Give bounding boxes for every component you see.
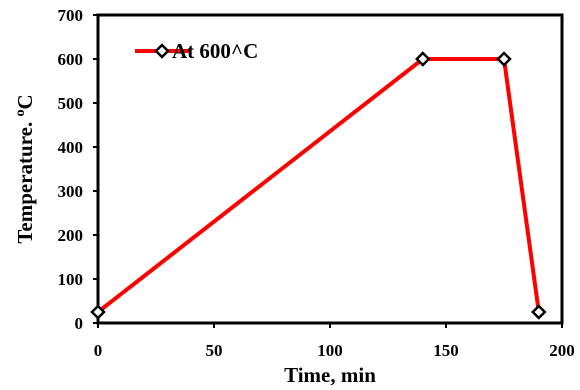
legend-label: At 600^C bbox=[172, 39, 258, 63]
y-tick-label: 0 bbox=[75, 314, 84, 333]
x-tick-label: 100 bbox=[317, 341, 343, 360]
y-tick-label: 400 bbox=[58, 138, 84, 157]
series-layer bbox=[90, 51, 547, 320]
data-point-marker bbox=[415, 51, 431, 67]
y-tick-label: 200 bbox=[58, 226, 84, 245]
x-tick-label: 200 bbox=[549, 341, 575, 360]
y-axis-ticks: 0 100 200 300 400 500 600 700 bbox=[58, 6, 98, 333]
y-tick-label: 500 bbox=[58, 94, 84, 113]
y-tick-label: 100 bbox=[58, 270, 84, 289]
y-axis-title-degree: o bbox=[13, 110, 28, 117]
x-tick-label: 50 bbox=[206, 341, 223, 360]
data-point-marker bbox=[531, 304, 547, 320]
y-tick-label: 600 bbox=[58, 50, 84, 69]
x-tick-label: 0 bbox=[94, 341, 103, 360]
data-point-marker bbox=[496, 51, 512, 67]
y-tick-label: 300 bbox=[58, 182, 84, 201]
data-point-marker bbox=[90, 304, 106, 320]
plot-area-frame bbox=[96, 13, 564, 325]
y-axis-title-main: Temperature. bbox=[13, 117, 37, 244]
series-line bbox=[96, 57, 541, 314]
x-tick-label: 150 bbox=[433, 341, 459, 360]
legend: At 600^C bbox=[135, 39, 258, 63]
x-axis-ticks: 0 50 100 150 200 bbox=[94, 323, 575, 360]
legend-marker bbox=[154, 43, 170, 59]
y-tick-label: 700 bbox=[58, 6, 84, 25]
y-axis-title-unit: C bbox=[13, 94, 37, 109]
x-axis-title: Time, min bbox=[284, 363, 376, 387]
y-axis-title: Temperature. oC bbox=[13, 94, 37, 243]
